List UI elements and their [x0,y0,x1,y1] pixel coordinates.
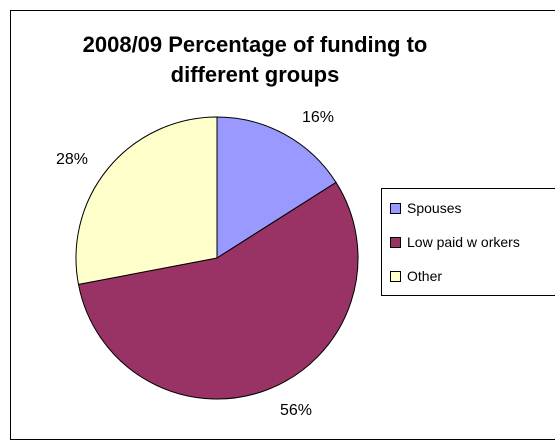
legend-item-low-paid-workers: Low paid w orkers [390,233,520,251]
legend-swatch-spouses [390,202,401,214]
legend-swatch-other [390,270,401,282]
legend-label-spouses: Spouses [407,200,462,216]
legend-label-other: Other [407,268,443,284]
data-label-low-paid-w-orkers: 56% [280,402,312,419]
pie-slice-low-paid-w-orkers [77,181,359,400]
data-label-spouses: 16% [302,109,334,126]
chart-title-line-2: different groups [170,62,340,87]
legend-item-other: Other [390,267,442,285]
pie-slices [75,116,359,400]
chart-title-line-1: 2008/09 Percentage of funding to [82,32,428,57]
data-label-other: 28% [56,151,88,168]
legend-label-low-paid-workers: Low paid w orkers [407,234,520,250]
chart-title: 2008/09 Percentage of funding to differe… [35,30,475,90]
chart-legend: Spouses Low paid w orkers Other [381,188,555,296]
pie-slice-spouses [216,116,337,259]
pie-data-labels: 16% 56% 28% [56,109,334,419]
pie-slice-other [75,116,218,286]
pie-chart: 16% 56% 28% [56,109,359,419]
legend-swatch-low-paid-workers [390,236,401,248]
legend-item-spouses: Spouses [390,199,461,217]
